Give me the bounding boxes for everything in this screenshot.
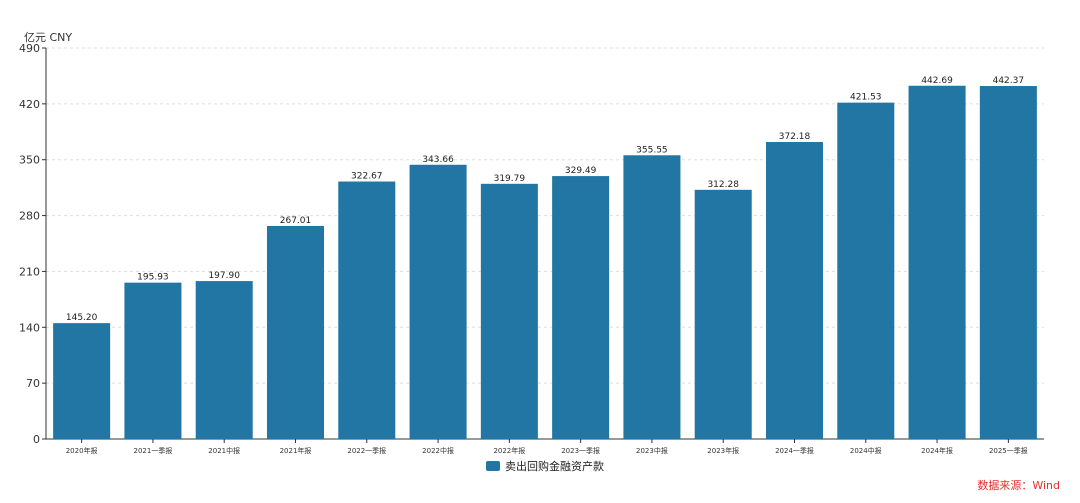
y-tick-label: 420 [19, 98, 40, 111]
data-source-label: 数据来源：Wind [977, 479, 1060, 492]
data-label: 355.55 [636, 145, 668, 155]
x-tick-label: 2022中报 [422, 446, 454, 455]
y-tick-label: 280 [19, 210, 40, 223]
data-label: 442.37 [993, 76, 1025, 86]
legend-swatch [486, 461, 500, 471]
bar[interactable] [338, 181, 396, 439]
x-tick-label: 2024年报 [921, 446, 953, 455]
x-tick-label: 2021年报 [280, 446, 312, 455]
data-labels: 145.20 195.93 197.90 267.01 322.67 343.66 319.… [66, 76, 1024, 323]
y-axis-unit-label: 亿元 CNY [24, 31, 73, 44]
gridlines [46, 47, 1044, 384]
bar[interactable] [53, 323, 111, 439]
legend[interactable]: 卖出回购金融资产款 [486, 458, 604, 474]
x-tick-label: 2022一季报 [347, 446, 386, 455]
x-tick-label: 2025一季报 [989, 446, 1028, 455]
legend-label: 卖出回购金融资产款 [505, 460, 604, 473]
data-label: 372.18 [779, 132, 811, 142]
data-label: 421.53 [850, 93, 882, 103]
y-tick-label: 70 [26, 377, 40, 390]
y-tick-label: 350 [19, 154, 40, 167]
bar[interactable] [765, 142, 824, 439]
data-label: 322.67 [351, 172, 383, 182]
x-tick-label: 2024中报 [850, 446, 882, 455]
bar[interactable] [409, 164, 467, 439]
bar[interactable] [837, 102, 895, 440]
data-label: 442.69 [921, 76, 953, 86]
x-tick-label: 2020年报 [66, 446, 98, 455]
y-tick-label: 210 [19, 265, 40, 278]
x-tick-label: 2022年报 [493, 446, 525, 455]
x-tick-label: 2021中报 [208, 446, 240, 455]
bar[interactable] [124, 282, 182, 439]
x-tick-label: 2023中报 [636, 446, 668, 455]
bar[interactable] [694, 189, 752, 439]
bars [53, 85, 1037, 440]
data-label: 267.01 [280, 216, 312, 226]
y-tick-label: 140 [19, 321, 40, 334]
data-label: 329.49 [565, 166, 597, 176]
bar[interactable] [480, 183, 538, 439]
bar[interactable] [979, 86, 1037, 439]
x-tick-label: 2024一季报 [775, 446, 814, 455]
axes: 0 70 140 210 280 350 420 490 2020年报 2021一季报 2021中报… [19, 42, 1044, 455]
y-tick-label: 490 [19, 42, 40, 55]
bar[interactable] [623, 155, 681, 439]
x-tick-label: 2023年报 [707, 446, 739, 455]
data-label: 312.28 [707, 180, 739, 190]
data-label: 197.90 [208, 271, 240, 281]
bar[interactable] [195, 281, 253, 439]
y-tick-label: 0 [33, 433, 40, 446]
bar[interactable] [552, 176, 610, 439]
bar[interactable] [266, 225, 325, 439]
x-tick-label: 2023一季报 [561, 446, 600, 455]
bar[interactable] [908, 85, 966, 439]
data-label: 145.20 [66, 313, 98, 323]
data-label: 343.66 [422, 155, 454, 165]
data-label: 319.79 [494, 174, 526, 184]
x-tick-label: 2021一季报 [134, 446, 173, 455]
data-label: 195.93 [137, 273, 169, 283]
